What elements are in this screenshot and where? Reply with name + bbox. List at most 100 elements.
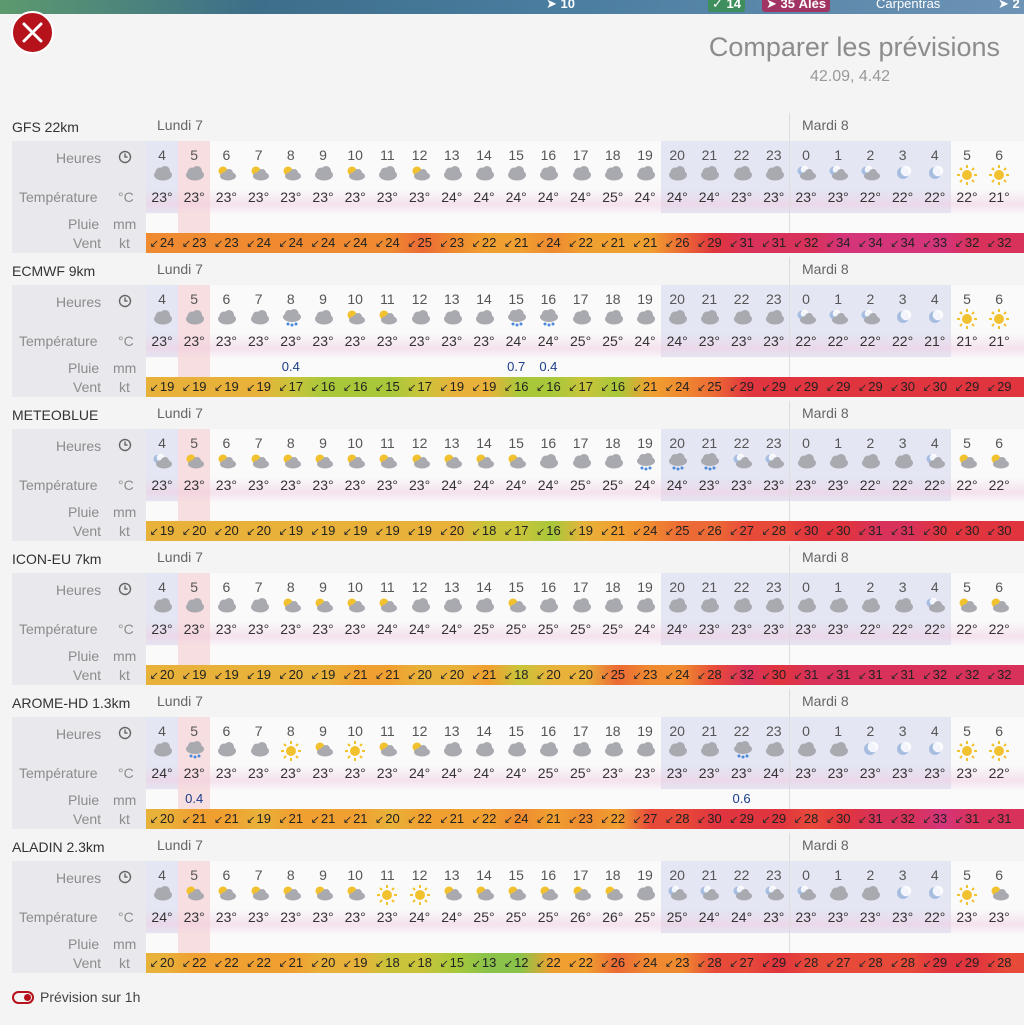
hour-cell: 19 (637, 291, 653, 307)
sun-cloud-icon (404, 741, 436, 761)
wind-speed: ↙31 (758, 235, 790, 250)
sun-cloud-icon (243, 885, 275, 905)
wind-speed: ↙19 (339, 523, 371, 538)
cloud-icon (693, 309, 725, 329)
hour-cell: 13 (444, 435, 460, 451)
temperature-value: 23° (312, 477, 334, 493)
unit-label: mm (113, 504, 137, 520)
hour-cell: 13 (444, 291, 460, 307)
wind-speed-value: 21 (353, 667, 368, 682)
hour-cell: 1 (834, 147, 843, 163)
hour-cell: 17 (572, 147, 589, 163)
wind-speed: ↙32 (951, 235, 983, 250)
wind-speed: ↙22 (210, 955, 242, 970)
temperature-value: 23° (280, 189, 302, 205)
wind-speed-value: 25 (707, 379, 722, 394)
hour-cell: 6 (995, 579, 1004, 595)
moon-cloud-icon (758, 885, 790, 905)
map-wind-label: ➤ 10 (546, 0, 575, 11)
sun-cloud-icon (983, 885, 1015, 905)
temperature-value: 23° (795, 189, 817, 205)
moon-icon (887, 309, 919, 329)
close-button[interactable] (11, 11, 54, 54)
temperature-value: 24° (505, 333, 527, 349)
sun-cloud-icon (339, 885, 371, 905)
wind-arrow-icon: ↙ (761, 958, 771, 970)
wind-speed: ↙31 (951, 811, 983, 826)
row-label-wind: Vent (73, 235, 102, 251)
hourly-forecast-toggle[interactable] (12, 991, 34, 1004)
moon-icon (887, 165, 919, 185)
hour-cell: 6 (995, 435, 1004, 451)
wind-speed: ↙19 (468, 379, 500, 394)
hour-cell: 11 (380, 579, 395, 595)
cloud-icon (822, 741, 854, 761)
forecast-table: Heures Température °C Pluie mm Vent kt 4 24° 5 23°… (12, 717, 1024, 829)
temperature-value: 23° (731, 189, 753, 205)
forecast-cells: 4 23° 5 23° 6 23° 7 23° 8 23° 0.4 9 23° 10 23° 11 23° 12 2… (146, 285, 1024, 397)
wind-speed-value: 31 (900, 523, 915, 538)
rain-cloud-icon (629, 453, 661, 473)
wind-speed: ↙31 (983, 811, 1015, 826)
wind-speed: ↙19 (210, 667, 242, 682)
wind-arrow-icon: ↙ (954, 670, 964, 682)
day-separator (789, 573, 790, 685)
wind-speed: ↙24 (243, 235, 275, 250)
cloud-icon (597, 165, 629, 185)
rain-cloud-icon (178, 741, 210, 761)
wind-arrow-icon: ↙ (600, 814, 610, 826)
sun-cloud-icon (339, 453, 371, 473)
wind-arrow-icon: ↙ (793, 814, 803, 826)
hour-cell: 3 (898, 867, 907, 883)
temperature-value: 23° (441, 333, 463, 349)
wind-speed: ↙21 (532, 811, 564, 826)
cloud-icon (210, 597, 242, 617)
wind-speed: ↙21 (500, 235, 532, 250)
cloud-icon (532, 597, 564, 617)
wind-arrow-icon: ↙ (858, 382, 868, 394)
sun-cloud-icon (468, 885, 500, 905)
cloud-icon (661, 597, 693, 617)
hour-cell: 15 (508, 291, 524, 307)
wind-speed: ↙19 (243, 667, 275, 682)
hour-cell: 6 (995, 291, 1004, 307)
sun-cloud-icon (275, 165, 307, 185)
temperature-value: 23° (731, 477, 753, 493)
temperature-value: 23° (859, 909, 881, 925)
wind-arrow-icon: ↙ (568, 382, 578, 394)
wind-speed: ↙20 (146, 811, 178, 826)
wind-arrow-icon: ↙ (214, 670, 224, 682)
hour-cell: 8 (286, 435, 295, 451)
wind-bar: ↙19 ↙20 ↙20 ↙20 ↙19 ↙19 ↙19 ↙19 ↙19 ↙20 ↙18 ↙17 ↙16 ↙… (146, 521, 1024, 541)
temperature-value: 24° (634, 333, 656, 349)
hour-cell: 3 (898, 579, 907, 595)
wind-speed-value: 20 (417, 667, 432, 682)
temperature-value: 25° (570, 765, 592, 781)
wind-arrow-icon: ↙ (825, 814, 836, 826)
wind-arrow-icon: ↙ (375, 670, 385, 682)
unit-label: kt (119, 955, 130, 971)
unit-label: °C (118, 477, 134, 493)
temperature-value: 23° (795, 621, 817, 637)
sun-cloud-icon (371, 597, 403, 617)
cloud-icon (436, 309, 468, 329)
wind-speed-value: 19 (224, 379, 239, 394)
wind-speed: ↙22 (178, 955, 210, 970)
wind-speed-value: 22 (256, 955, 271, 970)
sun-cloud-icon (275, 453, 307, 473)
wind-speed: ↙22 (404, 811, 436, 826)
sun-cloud-icon (500, 453, 532, 473)
cloud-icon (726, 165, 758, 185)
wind-arrow-icon: ↙ (246, 958, 256, 970)
wind-speed: ↙28 (790, 811, 822, 826)
wind-arrow-icon: ↙ (149, 814, 159, 826)
wind-speed-value: 29 (803, 379, 819, 394)
day-label: Lundi 7 (157, 405, 203, 421)
wind-arrow-icon: ↙ (149, 382, 159, 394)
wind-speed: ↙27 (726, 955, 758, 970)
temperature-value: 24° (634, 477, 656, 493)
hour-cell: 8 (286, 147, 295, 163)
hour-cell: 16 (540, 147, 557, 163)
wind-arrow-icon: ↙ (503, 670, 514, 682)
temperature-value: 23° (731, 333, 753, 349)
